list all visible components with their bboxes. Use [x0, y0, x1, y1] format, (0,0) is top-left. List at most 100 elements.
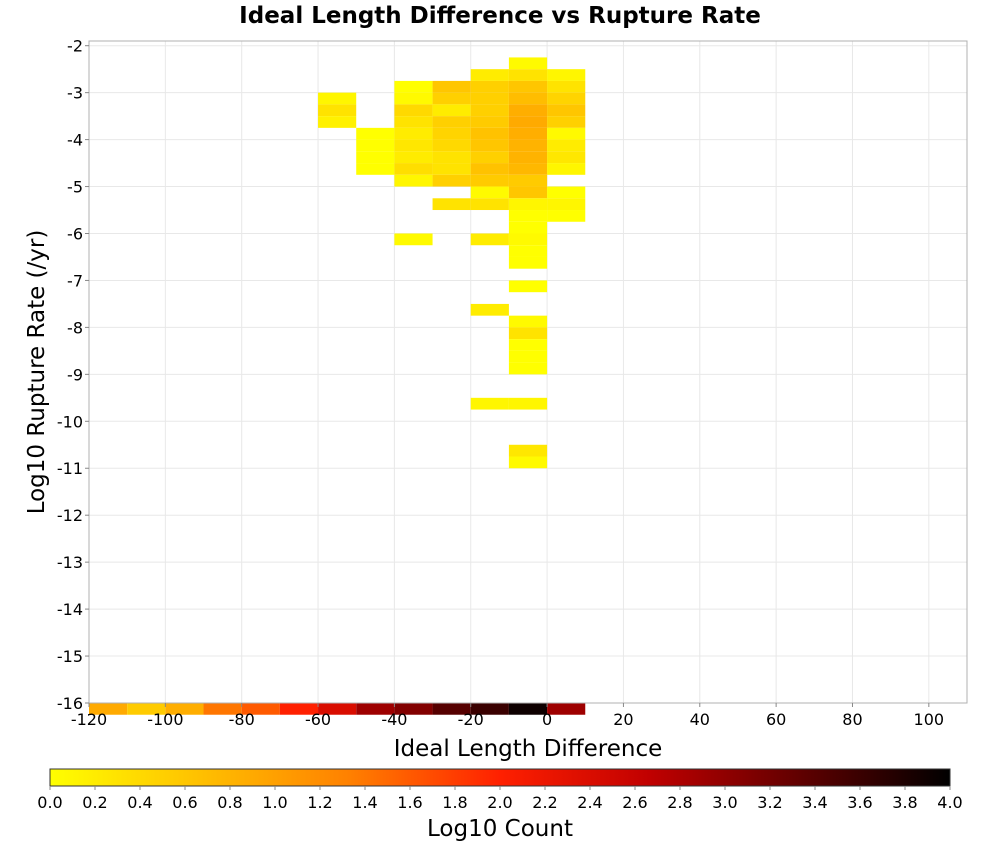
heatmap-cell: [547, 198, 586, 211]
heatmap-cell: [318, 92, 357, 105]
heatmap-cell: [432, 198, 471, 211]
heatmap-cell: [432, 116, 471, 128]
x-axis-label: Ideal Length Difference: [394, 736, 663, 762]
y-tick-label: -5: [67, 178, 83, 197]
x-tick-label: 0: [542, 710, 552, 729]
heatmap-cell: [508, 350, 548, 363]
heatmap-cell: [432, 104, 471, 117]
x-tick-label: -60: [305, 710, 331, 729]
heatmap-cell: [508, 327, 548, 340]
heatmap-cell: [508, 444, 548, 457]
heatmap-cell: [547, 186, 586, 199]
heatmap-cell: [356, 703, 395, 715]
colorbar-tick-label: 0.0: [37, 793, 62, 812]
x-tick-label: 40: [690, 710, 710, 729]
colorbar-tick-label: 1.4: [352, 793, 377, 812]
heatmap-cell: [432, 80, 471, 93]
heatmap-cell: [508, 151, 548, 164]
heatmap-cell: [508, 127, 548, 140]
x-tick-label: 80: [842, 710, 862, 729]
colorbar-tick-label: 0.6: [172, 793, 197, 812]
y-axis-label: Log10 Rupture Rate (/yr): [24, 230, 50, 515]
heatmap-cell: [508, 80, 548, 93]
y-tick-label: -2: [67, 37, 83, 56]
heatmap-cell: [203, 703, 242, 715]
heatmap-cell: [470, 116, 509, 128]
heatmap-cell: [508, 186, 548, 199]
colorbar-tick-label: 1.0: [262, 793, 287, 812]
heatmap-cell: [470, 104, 509, 117]
colorbar-tick-label: 2.4: [577, 793, 602, 812]
heatmap-cell: [318, 703, 357, 715]
heatmap-cell: [241, 703, 280, 715]
heatmap-cell: [356, 139, 395, 152]
heatmap-cell: [508, 245, 548, 257]
heatmap-cells: [89, 57, 586, 715]
y-tick-label: -12: [57, 506, 83, 525]
heatmap-cell: [432, 139, 471, 152]
heatmap-cell: [508, 163, 548, 175]
heatmap-cell: [356, 163, 395, 175]
colorbar-tick-label: 2.8: [667, 793, 692, 812]
heatmap-cell: [470, 127, 509, 140]
heatmap-cell: [432, 703, 471, 715]
heatmap-cell: [470, 703, 509, 715]
y-tick-label: -6: [67, 224, 83, 243]
heatmap-cell: [394, 92, 433, 105]
colorbar-label: Log10 Count: [427, 816, 573, 842]
heatmap-cell: [508, 362, 548, 375]
heatmap-cell: [470, 139, 509, 152]
y-tick-label: -4: [67, 131, 83, 150]
heatmap-cell: [432, 174, 471, 187]
heatmap-cell: [547, 151, 586, 164]
heatmap-cell: [508, 456, 548, 469]
heatmap-cell: [470, 198, 509, 211]
heatmap-cell: [470, 397, 509, 410]
colorbar-tick-label: 3.0: [712, 793, 737, 812]
colorbar-tick-label: 1.8: [442, 793, 467, 812]
x-tick-label: -40: [381, 710, 407, 729]
heatmap-cell: [470, 233, 509, 246]
colorbar-tick-label: 1.6: [397, 793, 422, 812]
x-tick-label: 20: [613, 710, 633, 729]
colorbar-tick-label: 0.4: [127, 793, 152, 812]
heatmap-cell: [547, 163, 586, 175]
heatmap-cell: [394, 174, 433, 187]
colorbar-tick-label: 3.8: [892, 793, 917, 812]
x-tick-label: 100: [914, 710, 945, 729]
colorbar-tick-label: 3.4: [802, 793, 827, 812]
heatmap-cell: [394, 163, 433, 175]
heatmap-cell: [394, 80, 433, 93]
heatmap-cell: [547, 80, 586, 93]
chart-title: Ideal Length Difference vs Rupture Rate: [239, 3, 761, 29]
heatmap-cell: [394, 104, 433, 117]
heatmap-cell: [508, 256, 548, 269]
x-axis-ticks: -120 -100 -80 -60 -40 -20 0 20 40 60 80 100: [71, 703, 944, 729]
x-tick-label: -20: [458, 710, 484, 729]
heatmap-cell: [470, 163, 509, 175]
heatmap-cell: [508, 69, 548, 81]
heatmap-cell: [470, 92, 509, 105]
heatmap-cell: [432, 151, 471, 164]
heatmap-cell: [470, 174, 509, 187]
y-tick-label: -11: [57, 459, 83, 478]
y-tick-label: -8: [67, 318, 83, 337]
heatmap-cell: [165, 703, 204, 715]
heatmap-cell: [508, 397, 548, 410]
heatmap-cell: [508, 116, 548, 128]
heatmap-cell: [547, 69, 586, 81]
colorbar-tick-label: 2.0: [487, 793, 512, 812]
y-axis-ticks: -2 -3 -4 -5 -6 -7 -8 -9 -10 -11 -12 -13 -14 -15 -16: [57, 37, 89, 713]
y-tick-label: -3: [67, 84, 83, 103]
heatmap-cell: [508, 57, 548, 70]
heatmap-cell: [508, 139, 548, 152]
colorbar-tick-label: 4.0: [937, 793, 962, 812]
heatmap-cell: [508, 174, 548, 187]
y-tick-label: -9: [67, 365, 83, 384]
heatmap-cell: [127, 703, 166, 715]
heatmap-cell: [508, 280, 548, 293]
heatmap-cell: [547, 116, 586, 128]
heatmap-cell: [508, 198, 548, 211]
y-tick-label: -15: [57, 647, 83, 666]
